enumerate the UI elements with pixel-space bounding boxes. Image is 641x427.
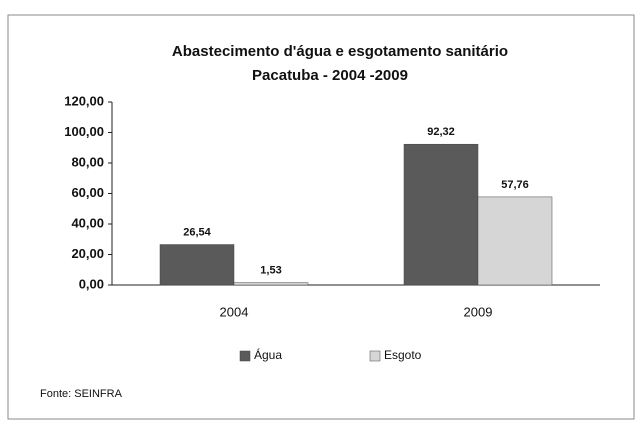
bar [477,196,553,286]
y-tick-label: 60,00 [71,185,104,200]
value-label: 1,53 [260,265,281,277]
chart-frame [7,14,635,420]
legend-label: Esgoto [384,348,422,362]
y-tick-label: 20,00 [71,246,104,261]
value-label: 26,54 [183,226,211,238]
y-tick-label: 0,00 [79,276,104,291]
legend-swatch [239,350,251,362]
value-label: 57,76 [501,179,529,191]
legend-swatch [369,350,381,362]
bar [159,244,235,286]
y-tick-label: 40,00 [71,215,104,230]
legend-label: Água [254,347,282,362]
bar [403,143,479,286]
x-tick-label: 2009 [464,304,493,319]
y-tick-label: 120,00 [64,93,104,108]
y-tick-label: 100,00 [64,124,104,139]
source-note: Fonte: SEINFRA [40,388,123,400]
x-tick-label: 2004 [220,304,249,319]
y-tick-label: 80,00 [71,154,104,169]
value-label: 92,32 [427,126,455,138]
chart-subtitle: Pacatuba - 2004 -2009 [252,67,408,84]
chart-title: Abastecimento d'água e esgotamento sanit… [172,43,508,60]
bar [233,282,309,286]
